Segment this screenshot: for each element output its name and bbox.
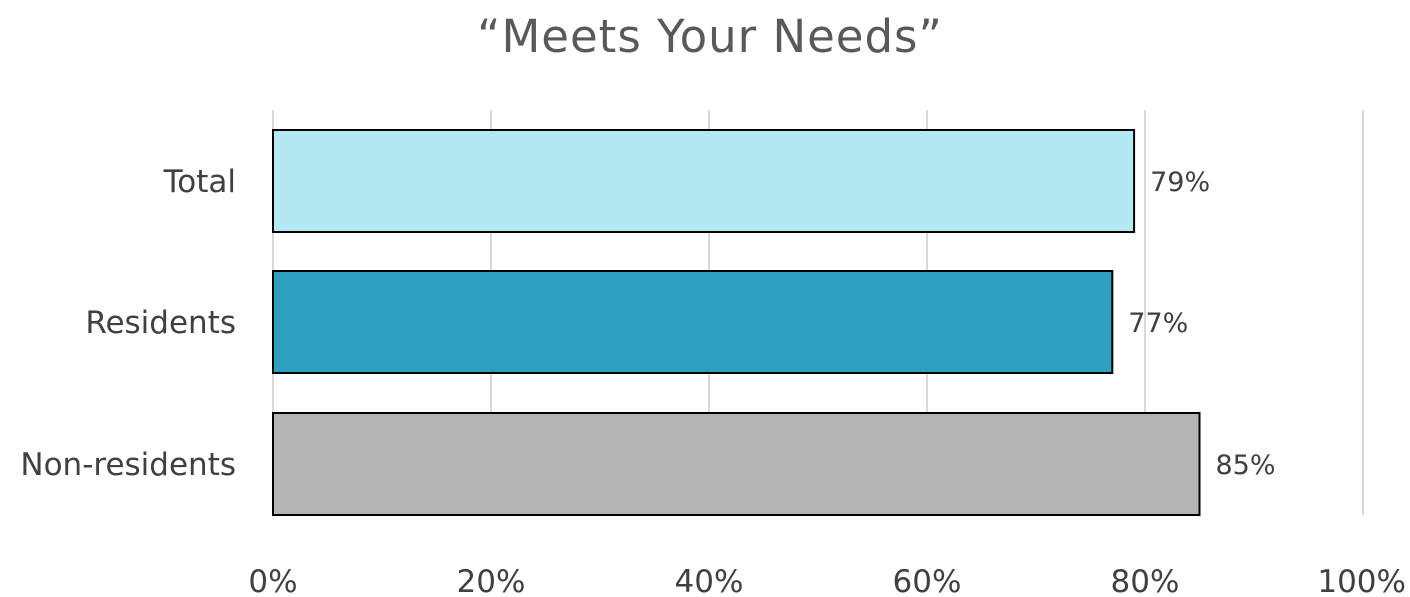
- x-tick-label-20: 20%: [457, 564, 526, 597]
- x-tick-label-80: 80%: [1111, 564, 1180, 597]
- category-labels: Total Residents Non-residents: [20, 164, 236, 483]
- x-axis-ticks: 0% 20% 40% 60% 80% 100%: [248, 564, 1406, 597]
- x-tick-label-60: 60%: [893, 564, 962, 597]
- x-tick-label-0: 0%: [248, 564, 297, 597]
- chart-title: “Meets Your Needs”: [477, 10, 943, 63]
- bar-residents: [272, 270, 1114, 374]
- bars: [272, 129, 1201, 516]
- category-label-residents: Residents: [85, 305, 236, 341]
- data-label-total: 79%: [1150, 167, 1210, 198]
- x-tick-label-100: 100%: [1317, 564, 1406, 597]
- category-label-total: Total: [163, 164, 236, 200]
- data-label-residents: 77%: [1128, 308, 1188, 339]
- x-tick-label-40: 40%: [675, 564, 744, 597]
- bar-total: [272, 129, 1136, 233]
- category-label-non-residents: Non-residents: [20, 447, 236, 483]
- bar-non-residents: [272, 412, 1201, 516]
- data-label-non-residents: 85%: [1216, 450, 1276, 481]
- data-labels: 79% 77% 85%: [1128, 167, 1275, 481]
